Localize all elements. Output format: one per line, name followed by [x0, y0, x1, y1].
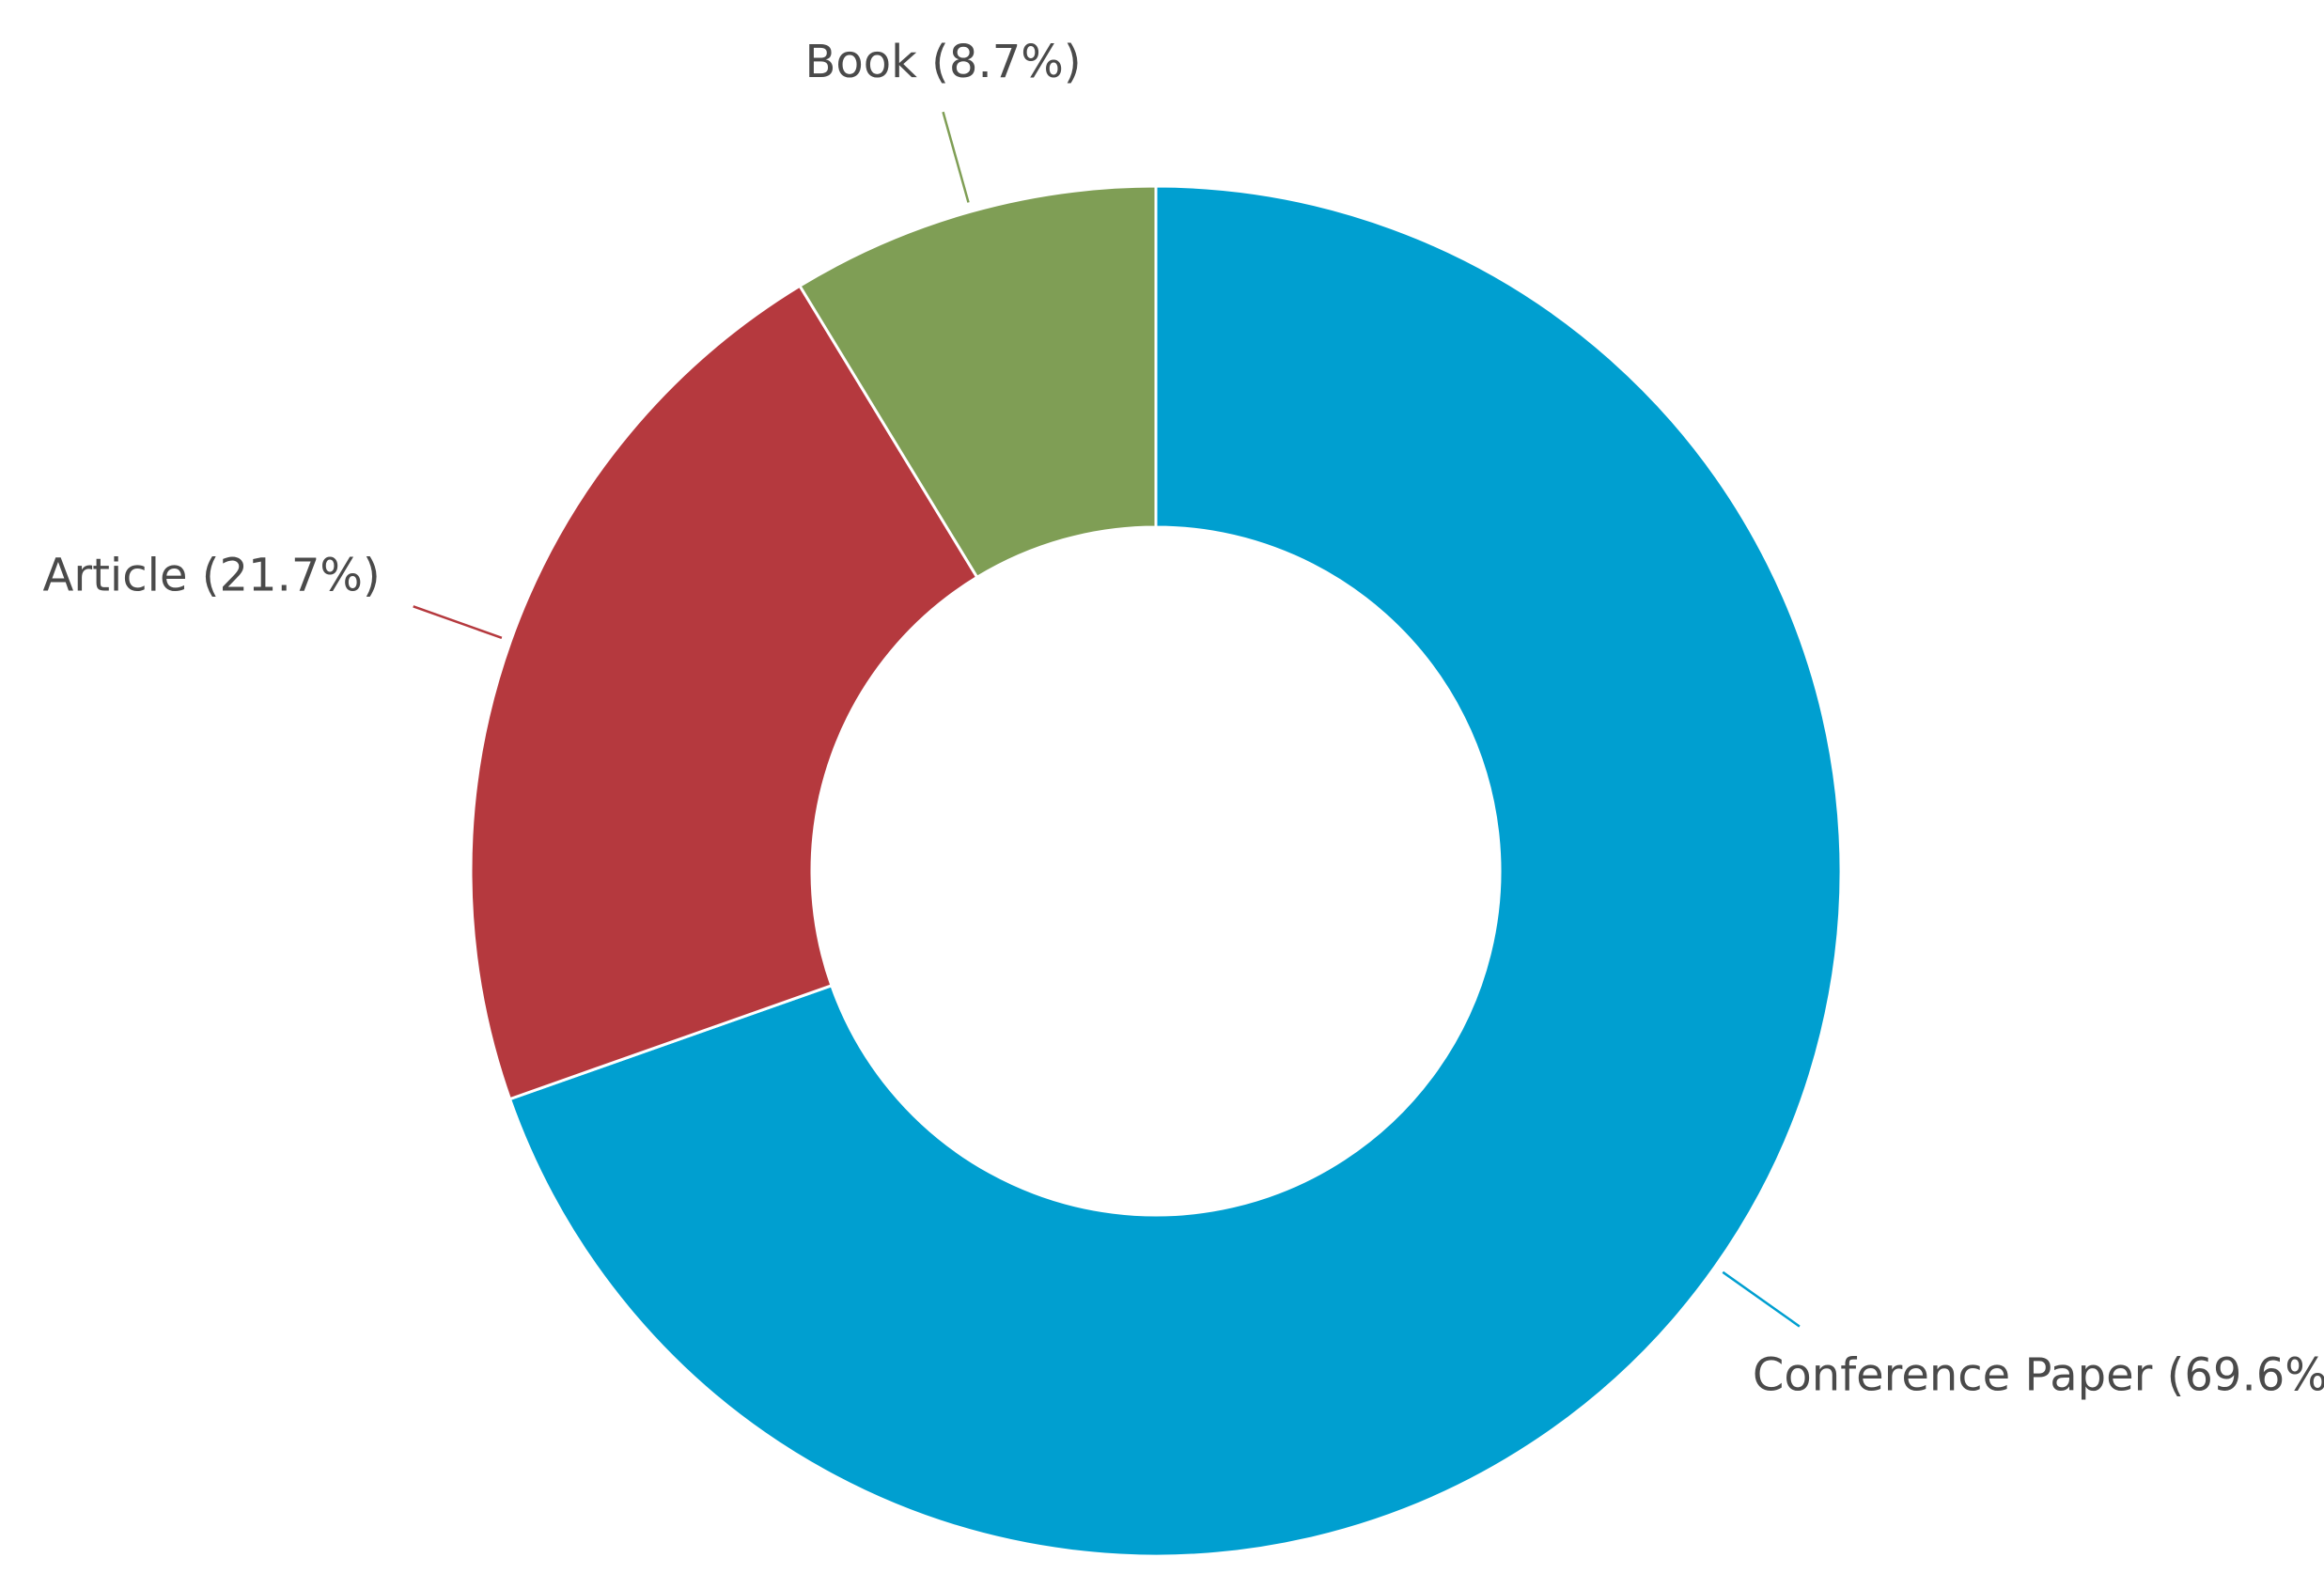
leader-line: [942, 111, 970, 203]
donut-slice: [469, 284, 979, 1101]
slice-label: Article (21.7%): [43, 549, 381, 601]
leader-line: [1722, 1270, 1801, 1328]
slice-label: Conference Paper (69.6%): [1753, 1349, 2324, 1402]
donut-slice: [507, 184, 1843, 1558]
leader-line: [413, 605, 503, 640]
slice-label: Book (8.7%): [804, 36, 1081, 88]
donut-slice: [797, 184, 1158, 580]
